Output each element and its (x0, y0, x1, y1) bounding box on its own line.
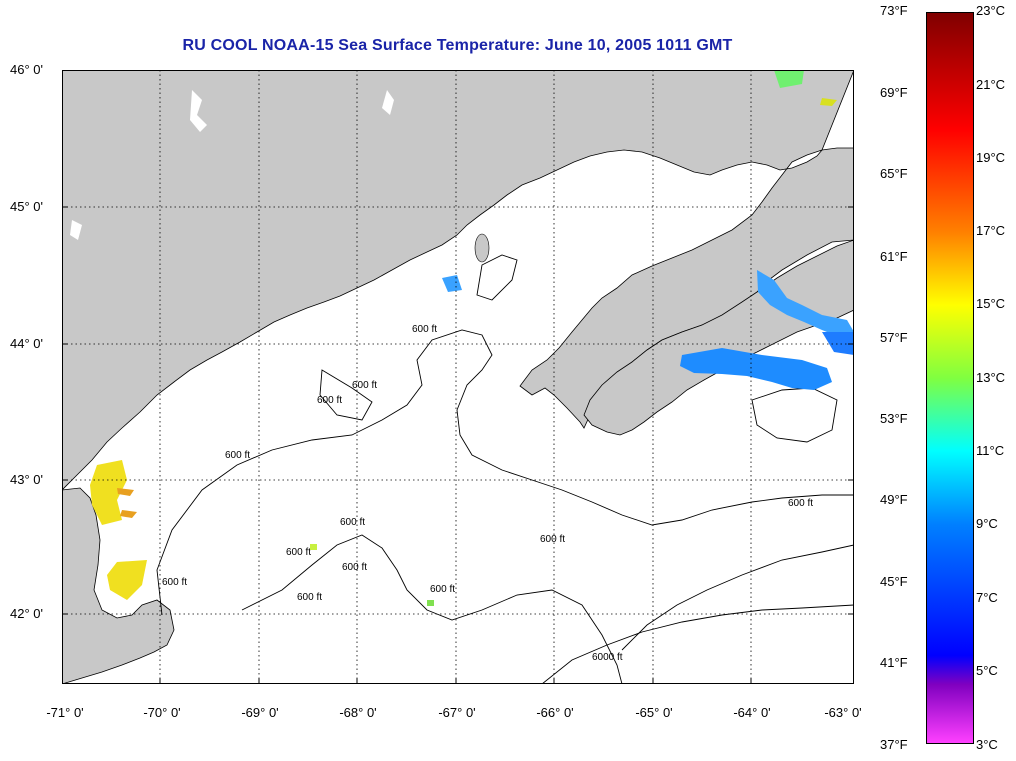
fahrenheit-label: 49°F (880, 492, 908, 507)
celsius-label: 9°C (976, 516, 998, 531)
lake (382, 90, 394, 115)
fahrenheit-label: 41°F (880, 655, 908, 670)
celsius-label: 19°C (976, 150, 1006, 165)
contour-label: 600 ft (162, 577, 187, 588)
fahrenheit-label: 53°F (880, 411, 908, 426)
sst-patch-cold (680, 348, 832, 390)
celsius-label: 11°C (976, 443, 1005, 458)
celsius-label: 21°C (976, 77, 1006, 92)
contour-label: 600 ft (340, 517, 365, 528)
sst-patch-cold (442, 275, 462, 292)
lon-label: -63° 0' (824, 705, 862, 720)
sst-patch-cold (822, 332, 854, 355)
sst-map: 600 ft 600 ft 600 ft 600 ft 600 ft 600 f… (62, 70, 854, 684)
contour-label: 600 ft (286, 547, 311, 558)
sst-patches (90, 70, 854, 606)
lon-label: -69° 0' (241, 705, 279, 720)
lat-label: 42° 0' (10, 606, 43, 621)
celsius-label: 15°C (976, 296, 1006, 311)
lon-label: -71° 0' (46, 705, 84, 720)
sst-patch-green (427, 600, 434, 606)
lon-label: -65° 0' (635, 705, 673, 720)
lon-label: -66° 0' (536, 705, 574, 720)
map-border (62, 70, 854, 684)
contour-label: 600 ft (412, 324, 437, 335)
celsius-label: 5°C (976, 663, 998, 678)
fahrenheit-label: 57°F (880, 330, 908, 345)
celsius-label: 13°C (976, 370, 1006, 385)
contour-label: 600 ft (342, 562, 367, 573)
contour-label: 600 ft (352, 380, 377, 391)
lon-label: -67° 0' (438, 705, 476, 720)
contour-label: 6000 ft (592, 652, 623, 663)
celsius-label: 23°C (976, 3, 1006, 18)
land-grand-manan (474, 233, 490, 263)
lake (190, 90, 207, 132)
lon-label: -64° 0' (733, 705, 771, 720)
sst-patch-yellow (820, 98, 837, 106)
fahrenheit-label: 65°F (880, 166, 908, 181)
land-massachusetts (62, 487, 175, 684)
contour-label: 600 ft (540, 534, 565, 545)
lat-label: 46° 0' (10, 62, 43, 77)
lon-label: -70° 0' (143, 705, 181, 720)
fahrenheit-label: 37°F (880, 737, 908, 752)
lat-label: 45° 0' (10, 199, 43, 214)
celsius-label: 17°C (976, 223, 1006, 238)
contour-label: 600 ft (297, 592, 322, 603)
sst-patch-orange (117, 488, 134, 496)
contour-label: 600 ft (317, 395, 342, 406)
sst-patch-orange (120, 510, 137, 518)
graticule (62, 70, 854, 684)
fahrenheit-label: 69°F (880, 85, 908, 100)
lat-label: 43° 0' (10, 472, 43, 487)
map-canvas: 600 ft 600 ft 600 ft 600 ft 600 ft 600 f… (62, 70, 854, 684)
celsius-label: 3°C (976, 737, 998, 752)
sst-patch-green (774, 70, 804, 88)
lat-label: 44° 0' (10, 336, 43, 351)
lon-label: -68° 0' (339, 705, 377, 720)
fahrenheit-label: 45°F (880, 574, 908, 589)
sst-patch-warm (90, 460, 127, 525)
fahrenheit-label: 61°F (880, 249, 908, 264)
sst-patch-cold (757, 270, 854, 338)
contour-label: 600 ft (225, 450, 250, 461)
lake (70, 220, 82, 240)
map-title: RU COOL NOAA-15 Sea Surface Temperature:… (182, 37, 733, 54)
fahrenheit-label: 73°F (880, 3, 908, 18)
land-nova-scotia (583, 239, 854, 436)
contour-6000ft (541, 604, 854, 684)
celsius-label: 7°C (976, 590, 998, 605)
bathymetry-contours (156, 254, 854, 684)
sst-patch-yellow (310, 544, 317, 550)
contour-label: 600 ft (430, 584, 455, 595)
temperature-colorbar (926, 12, 974, 744)
sst-patch-warm (107, 560, 147, 600)
axis-ticks (62, 206, 854, 684)
contour-label: 600 ft (788, 498, 813, 509)
